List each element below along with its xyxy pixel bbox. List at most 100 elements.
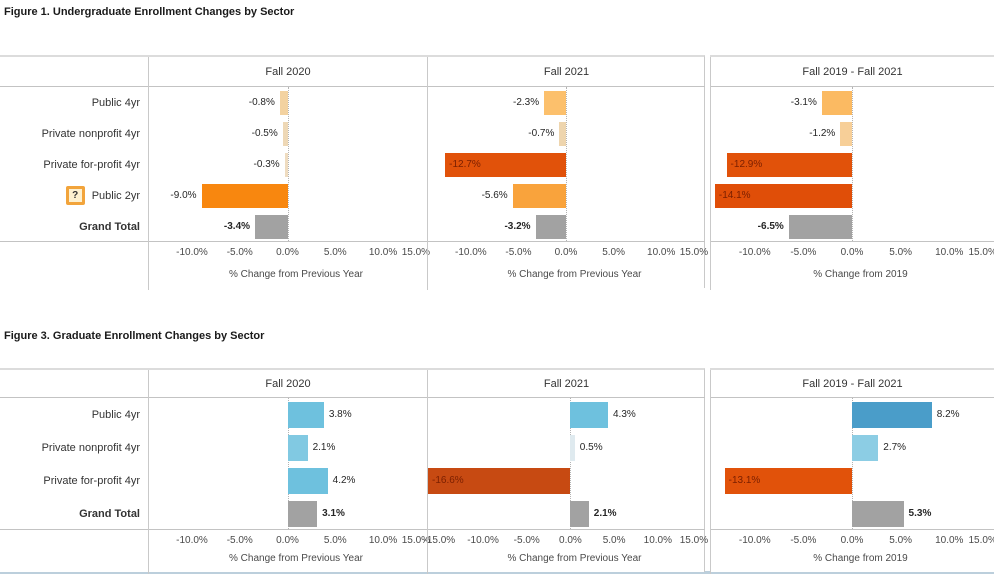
bar[interactable] — [287, 500, 318, 527]
x-tick-label: 10.0% — [643, 535, 672, 546]
row-label-text: Private for-profit 4yr — [43, 158, 140, 171]
x-tick-label: 10.0% — [368, 535, 398, 546]
bar-value-label: 3.1% — [322, 507, 345, 519]
bar[interactable] — [201, 183, 288, 208]
label-column-header — [0, 370, 148, 398]
figure-3-block-1: Public 4yr Private nonprofit 4yr Private f… — [0, 368, 709, 574]
row-label-text: Public 4yr — [91, 408, 140, 421]
bottom-border — [0, 571, 994, 574]
x-tick-label: 10.0% — [368, 247, 398, 258]
bar[interactable] — [726, 152, 852, 177]
bar[interactable] — [512, 183, 566, 208]
x-tick-label: -10.0% — [738, 535, 771, 546]
x-tick-label: -10.0% — [176, 247, 208, 258]
bar[interactable] — [714, 183, 852, 208]
x-tick-label: 0.0% — [554, 247, 578, 258]
chart-panel-fall-2020: Fall 2020 -0.8% -0.5% -0.3% -9.0% -3.4% -10.0%… — [148, 57, 430, 290]
x-tick-label: 5.0% — [889, 535, 913, 546]
bar[interactable] — [788, 214, 852, 239]
chart-panel-fall-2020: Fall 2020 3.8% 2.1% 4.2% 3.1% -10.0% -5.0% 0.0%… — [148, 370, 431, 574]
bar-value-label: -0.3% — [253, 158, 280, 170]
x-tick-label: -5.0% — [226, 247, 253, 258]
bar[interactable] — [287, 401, 324, 428]
x-axis: -10.0%-5.0%0.0%5.0%10.0%15.0%% Change fr… — [711, 530, 994, 574]
bar[interactable] — [570, 500, 589, 527]
bar-value-label: 2.7% — [883, 441, 907, 453]
bar[interactable] — [821, 90, 852, 115]
bar[interactable] — [840, 121, 852, 146]
bar[interactable] — [287, 467, 328, 494]
plot-area: -0.8% -0.5% -0.3% -9.0% -3.4% — [149, 87, 427, 242]
bar[interactable] — [428, 467, 571, 494]
bar[interactable] — [570, 401, 608, 428]
x-tick-label: 10.0% — [935, 535, 964, 546]
zero-line — [566, 87, 568, 241]
x-axis-title: % Change from Previous Year — [507, 269, 642, 280]
bar[interactable] — [255, 214, 288, 239]
bar[interactable] — [724, 467, 852, 494]
panel-title: Fall 2020 — [149, 370, 427, 398]
bar-value-label: -5.6% — [481, 189, 508, 201]
x-tick-label: 5.0% — [323, 535, 347, 546]
x-axis-title: % Change from Previous Year — [229, 553, 363, 564]
row-label: Private nonprofit 4yr — [0, 118, 148, 149]
bar-value-label: -3.4% — [223, 220, 251, 232]
x-axis-title: % Change from Previous Year — [507, 553, 642, 564]
zero-line — [570, 398, 572, 529]
bar[interactable] — [852, 401, 932, 428]
x-tick-label: 0.0% — [840, 535, 864, 546]
x-tick-label: -10.0% — [467, 535, 499, 546]
bar[interactable] — [852, 500, 904, 527]
chart-panel-fall-2021: Fall 2021 -2.3% -0.7% -12.7% -5.6% -3.2% -10.0… — [427, 57, 709, 290]
bar[interactable] — [282, 121, 288, 146]
bar-value-label: -2.3% — [513, 96, 540, 108]
x-axis: -10.0%-5.0%0.0%5.0%10.0%15.0%% Change fr… — [149, 530, 431, 574]
x-tick-label: -5.0% — [226, 535, 253, 546]
bar[interactable] — [445, 152, 566, 177]
bar-value-label: -13.1% — [728, 474, 761, 486]
bar[interactable] — [287, 434, 308, 461]
panel-title: Fall 2021 — [428, 370, 705, 398]
row-label-text: Private nonprofit 4yr — [41, 127, 140, 140]
figure-1-block-1: Public 4yr Private nonprofit 4yr Private f… — [0, 55, 709, 290]
bar-value-label: -6.5% — [757, 220, 784, 232]
bar-value-label: 0.5% — [579, 441, 603, 453]
label-column-rows: Public 4yr Private nonprofit 4yr Private f… — [0, 87, 148, 242]
x-tick-label: 5.0% — [323, 247, 347, 258]
bar[interactable] — [279, 90, 288, 115]
bar-value-label: -14.1% — [718, 189, 751, 201]
bar[interactable] — [570, 434, 575, 461]
bar-value-label: -9.0% — [170, 189, 197, 201]
plot-area: -2.3% -0.7% -12.7% -5.6% -3.2% — [428, 87, 705, 242]
x-tick-label: 0.0% — [559, 535, 582, 546]
category-label-column: Public 4yr Private nonprofit 4yr Private f… — [0, 370, 148, 574]
x-tick-label: 5.0% — [889, 247, 913, 258]
x-tick-label: -10.0% — [176, 535, 208, 546]
chart-panel-fall-2019-fall-2021: Fall 2019 - Fall 2021 8.2% 2.7% -13.1% 5.3% -… — [710, 370, 994, 574]
bar[interactable] — [284, 152, 288, 177]
x-tick-label: 15.0% — [679, 535, 709, 546]
x-tick-label: 15.0% — [401, 535, 431, 546]
bar[interactable] — [535, 214, 567, 239]
bar-value-label: 4.3% — [613, 408, 636, 420]
plot-area: 8.2% 2.7% -13.1% 5.3% — [711, 398, 994, 530]
plot-area: 3.8% 2.1% 4.2% 3.1% — [149, 398, 427, 530]
bar-value-label: 5.3% — [908, 507, 932, 519]
row-label-text: Private nonprofit 4yr — [41, 441, 140, 454]
bar-value-label: 8.2% — [936, 408, 960, 420]
panel-title: Fall 2019 - Fall 2021 — [711, 57, 994, 87]
x-axis: -10.0%-5.0%0.0%5.0%10.0%15.0%% Change fr… — [711, 242, 994, 290]
bar[interactable] — [852, 434, 879, 461]
bar[interactable] — [559, 121, 567, 146]
x-tick-label: 5.0% — [602, 247, 626, 258]
label-column-header — [0, 57, 148, 87]
label-column-rows: Public 4yr Private nonprofit 4yr Private f… — [0, 398, 148, 530]
chart-panel-fall-2019-fall-2021: Fall 2019 - Fall 2021 -3.1% -1.2% -12.9% -14… — [710, 57, 994, 290]
x-tick-label: 15.0% — [679, 247, 709, 258]
bar[interactable] — [544, 90, 567, 115]
help-icon[interactable]: ? — [65, 186, 85, 205]
bar-value-label: 2.1% — [593, 507, 617, 519]
row-label-text: Private for-profit 4yr — [43, 474, 140, 487]
row-label: Private for-profit 4yr — [0, 149, 148, 180]
x-tick-label: -10.0% — [738, 247, 771, 258]
